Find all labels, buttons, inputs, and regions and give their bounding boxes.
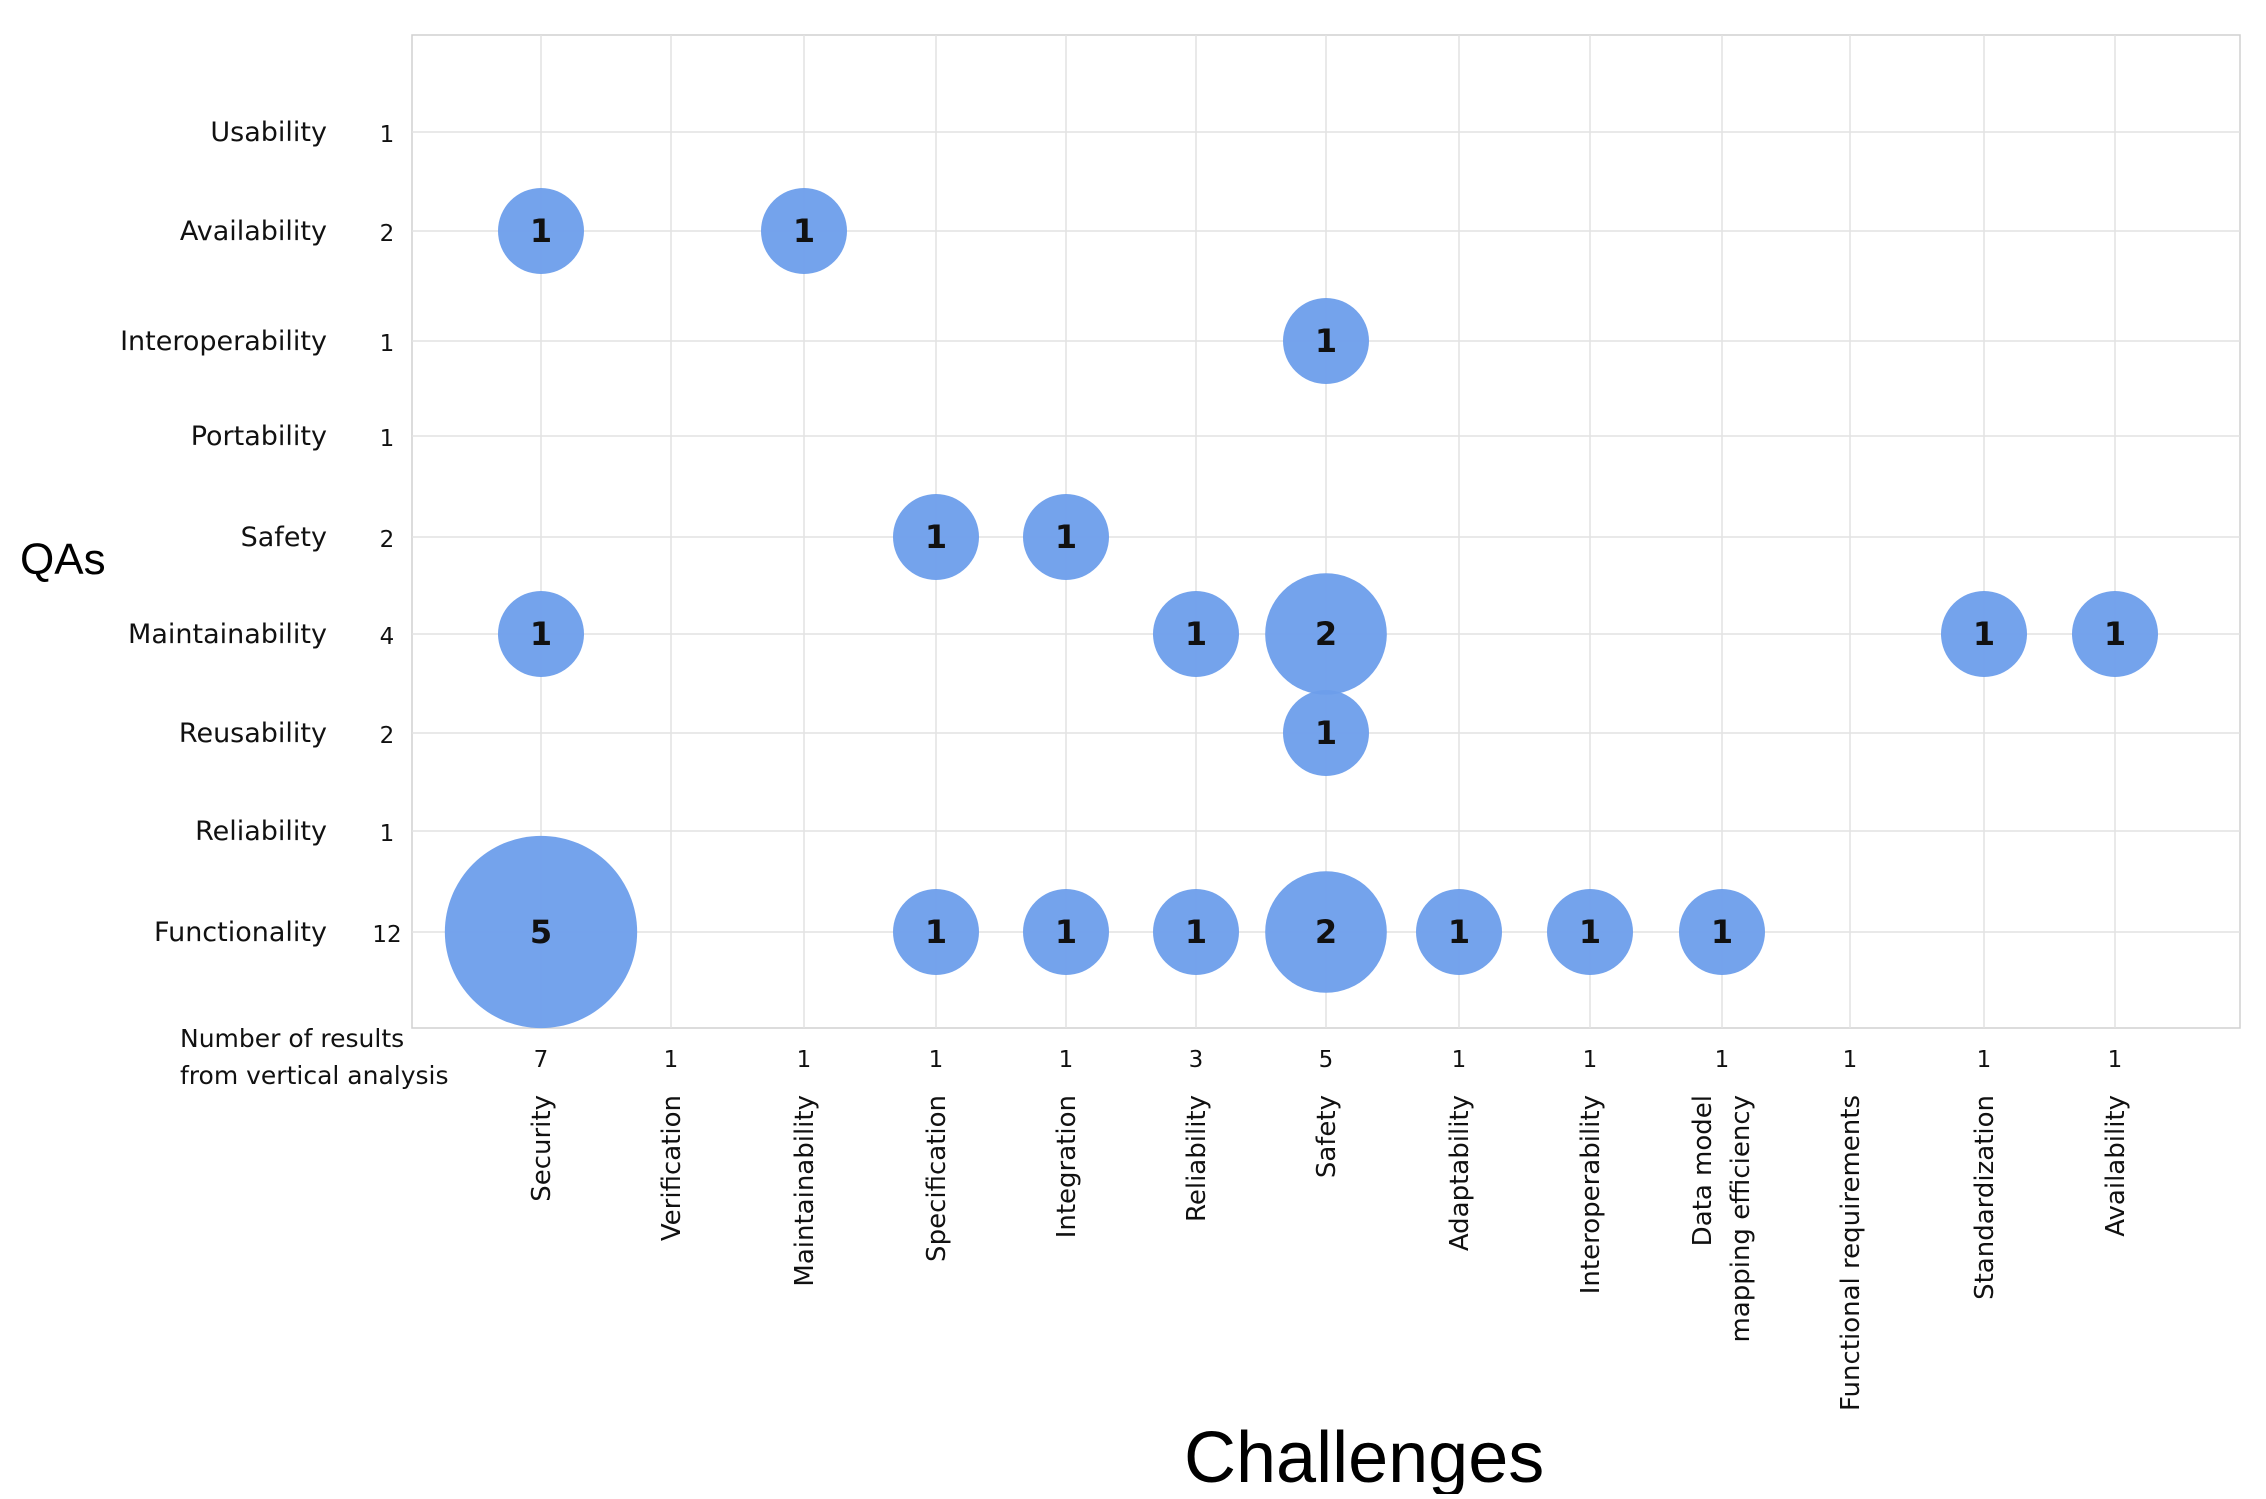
row-count: 1	[380, 821, 395, 847]
column-label: Safety	[1312, 1095, 1342, 1178]
row-count: 2	[380, 723, 395, 749]
row-label: Usability	[210, 117, 327, 148]
row-label: Functionality	[154, 917, 327, 948]
row-label: Reusability	[179, 718, 327, 749]
column-label: Integration	[1052, 1095, 1082, 1238]
bubble	[1265, 871, 1387, 993]
bubble-value-label: 1	[925, 518, 947, 556]
bubble-value-label: 5	[530, 913, 552, 951]
row-count: 4	[380, 624, 395, 650]
bubble	[498, 591, 584, 677]
column-count: 5	[1319, 1047, 1334, 1073]
bubble	[444, 835, 638, 1029]
bubble	[893, 494, 979, 580]
column-label: Availability	[2101, 1095, 2131, 1237]
bubble	[1265, 573, 1387, 695]
column-label-group: Data model mapping efficiency	[1688, 1095, 1756, 1343]
row-count: 1	[380, 331, 395, 357]
row-label: Reliability	[195, 816, 327, 847]
bubble-value-label: 1	[1185, 913, 1207, 951]
label-layer: QAs Challenges Number of results from ve…	[20, 117, 2131, 1498]
column-label: Standardization	[1970, 1095, 2000, 1300]
column-label: Reliability	[1182, 1095, 1212, 1222]
bubble	[893, 889, 979, 975]
column-count: 1	[1843, 1047, 1858, 1073]
row-count: 1	[380, 426, 395, 452]
column-label: Adaptability	[1445, 1095, 1475, 1251]
column-count: 1	[1715, 1047, 1730, 1073]
bubble-value-label: 1	[1448, 913, 1470, 951]
column-count: 3	[1189, 1047, 1204, 1073]
column-count: 1	[1452, 1047, 1467, 1073]
bubble-value-label: 1	[530, 212, 552, 250]
bubble-value-label: 1	[925, 913, 947, 951]
column-count: 1	[929, 1047, 944, 1073]
column-count: 1	[664, 1047, 679, 1073]
bubble-value-label: 2	[1315, 615, 1337, 653]
column-label: mapping efficiency	[1726, 1095, 1756, 1343]
row-totals-label-line1: Number of results	[180, 1024, 404, 1053]
bubble	[1153, 889, 1239, 975]
bubble	[1283, 298, 1369, 384]
bubble-value-label: 1	[1579, 913, 1601, 951]
row-count: 12	[372, 922, 401, 948]
bubble	[1547, 889, 1633, 975]
x-axis-title: Challenges	[1184, 1418, 1544, 1494]
bubble-value-label: 1	[1055, 518, 1077, 556]
row-totals-label-line2: from vertical analysis	[180, 1061, 449, 1090]
row-label: Maintainability	[128, 619, 327, 650]
bubble	[1941, 591, 2027, 677]
column-label: Interoperability	[1576, 1095, 1606, 1294]
bubble	[761, 188, 847, 274]
row-label: Safety	[241, 522, 327, 553]
bubble	[498, 188, 584, 274]
column-label: Security	[527, 1095, 557, 1202]
column-label: Functional requirements	[1836, 1095, 1866, 1411]
column-label: Data model	[1688, 1095, 1718, 1246]
bubble-value-label: 2	[1315, 913, 1337, 951]
bubble	[1023, 494, 1109, 580]
row-count: 1	[380, 122, 395, 148]
column-count: 1	[1059, 1047, 1074, 1073]
bubble-value-label: 1	[530, 615, 552, 653]
column-count: 1	[1977, 1047, 1992, 1073]
bubble-value-label: 1	[1315, 322, 1337, 360]
column-count: 1	[2108, 1047, 2123, 1073]
bubble-value-label: 1	[1055, 913, 1077, 951]
row-label: Portability	[191, 421, 327, 452]
row-label: Availability	[180, 216, 327, 247]
bubble-value-label: 1	[1973, 615, 1995, 653]
bubble	[1153, 591, 1239, 677]
bubble-value-label: 1	[1185, 615, 1207, 653]
row-count: 2	[380, 527, 395, 553]
bubble	[1283, 690, 1369, 776]
column-count: 7	[534, 1047, 549, 1073]
bubble-value-label: 1	[1315, 714, 1337, 752]
column-count: 1	[797, 1047, 812, 1073]
row-label: Interoperability	[120, 326, 327, 357]
column-count: 1	[1583, 1047, 1598, 1073]
bubble-layer: 1 1 1 1 1 1 1 2 1 1 1 5 1 1 1 2 1 1 1	[444, 188, 2158, 1029]
row-count: 2	[380, 221, 395, 247]
bubble	[2072, 591, 2158, 677]
column-label: Verification	[657, 1095, 687, 1241]
bubble	[1023, 889, 1109, 975]
bubble	[1679, 889, 1765, 975]
y-axis-title: QAs	[20, 535, 106, 584]
bubble-value-label: 1	[1711, 913, 1733, 951]
column-label: Maintainability	[790, 1095, 820, 1287]
bubble-value-label: 1	[2104, 615, 2126, 653]
bubble	[1416, 889, 1502, 975]
column-label: Specification	[922, 1095, 952, 1262]
bubble-value-label: 1	[793, 212, 815, 250]
